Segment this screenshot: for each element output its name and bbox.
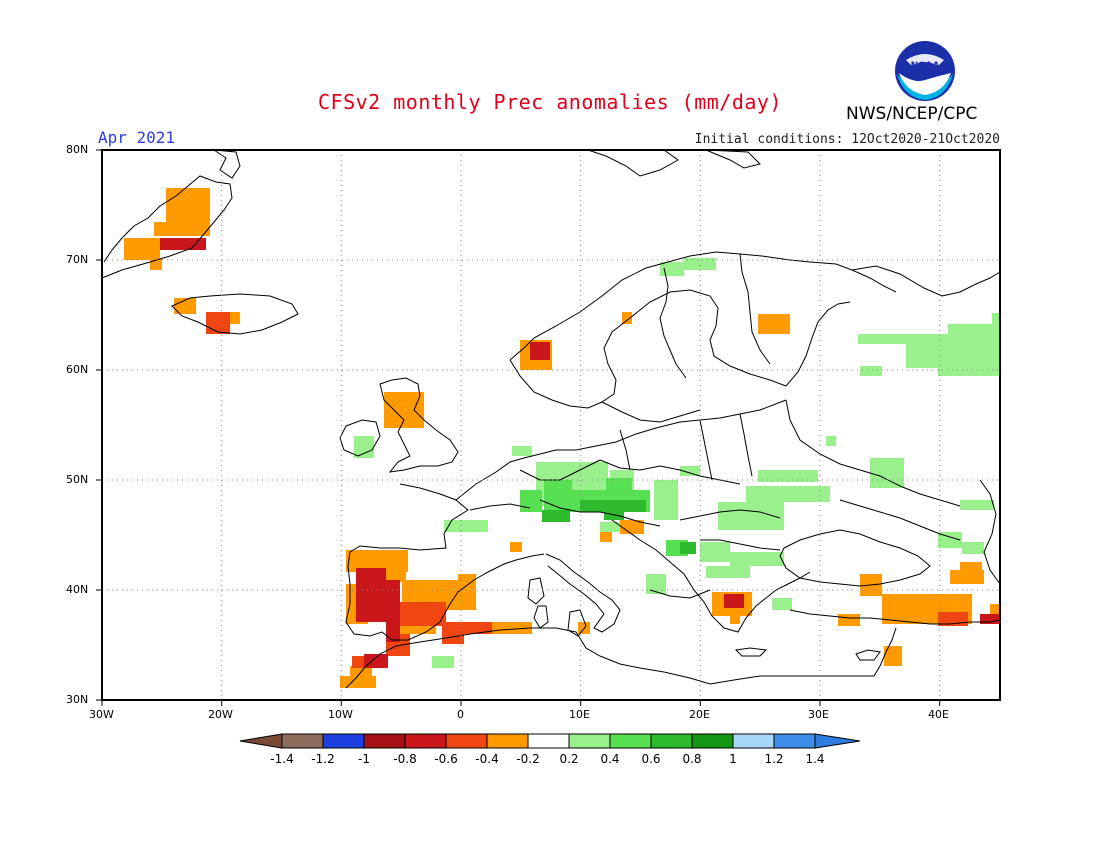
lat-label-80n: 80N [66, 143, 89, 156]
colorbar-swatch [404, 733, 447, 749]
colorbar-swatch [445, 733, 488, 749]
colorbar-lower-arrow [239, 733, 283, 749]
svg-text:NOAA: NOAA [911, 61, 940, 71]
lon-label-20e: 20E [689, 708, 710, 721]
colorbar-label: 0.2 [559, 752, 579, 766]
lon-label-10e: 10E [569, 708, 590, 721]
axis-ticks [96, 149, 941, 706]
colorbar-swatch [281, 733, 324, 749]
lon-label-20w: 20W [208, 708, 233, 721]
lat-label-60n: 60N [66, 363, 89, 376]
lon-label-0: 0 [457, 708, 464, 721]
colorbar-label: -0.4 [475, 752, 499, 766]
colorbar-swatch [732, 733, 775, 749]
coastlines [101, 149, 1001, 689]
colorbar-swatch [568, 733, 611, 749]
lat-label-50n: 50N [66, 473, 89, 486]
colorbar-label: -0.2 [516, 752, 540, 766]
colorbar-swatch [773, 733, 816, 749]
gridlines [102, 150, 1000, 700]
lat-label-30n: 30N [66, 693, 89, 706]
forecast-month: Apr 2021 [98, 128, 176, 147]
colorbar-label: -0.6 [434, 752, 458, 766]
colorbar-label: -1 [358, 752, 370, 766]
colorbar-swatch [322, 733, 365, 749]
neg-weak-anomalies [124, 188, 1001, 688]
colorbar-swatch [691, 733, 734, 749]
lon-label-40e: 40E [928, 708, 949, 721]
agency-label: NWS/NCEP/CPC [846, 104, 978, 124]
colorbar-swatch [650, 733, 693, 749]
colorbar-label: 1 [729, 752, 737, 766]
colorbar [239, 733, 861, 749]
chart-title: CFSv2 monthly Prec anomalies (mm/day) [317, 90, 783, 114]
colorbar-label: -1.4 [270, 752, 294, 766]
lon-label-30w: 30W [89, 708, 114, 721]
noaa-logo: NOAA [895, 41, 955, 101]
lon-label-10w: 10W [328, 708, 353, 721]
colorbar-label: 0.8 [682, 752, 702, 766]
map-frame [101, 149, 1001, 701]
colorbar-swatch [609, 733, 652, 749]
initial-conditions: Initial conditions: 12Oct2020-21Oct2020 [694, 132, 1000, 147]
colorbar-label: 1.2 [764, 752, 784, 766]
colorbar-label: 0.6 [641, 752, 661, 766]
colorbar-label: 1.4 [805, 752, 825, 766]
colorbar-label: -1.2 [311, 752, 335, 766]
lat-label-70n: 70N [66, 253, 89, 266]
colorbar-swatch [363, 733, 406, 749]
colorbar-label: -0.8 [393, 752, 417, 766]
lat-label-40n: 40N [66, 583, 89, 596]
colorbar-label: 0.4 [600, 752, 620, 766]
neg-strong-anomalies [160, 238, 1001, 668]
colorbar-swatch [486, 733, 529, 749]
lon-label-30e: 30E [808, 708, 829, 721]
colorbar-swatch [527, 733, 570, 749]
colorbar-upper-arrow [814, 733, 861, 749]
